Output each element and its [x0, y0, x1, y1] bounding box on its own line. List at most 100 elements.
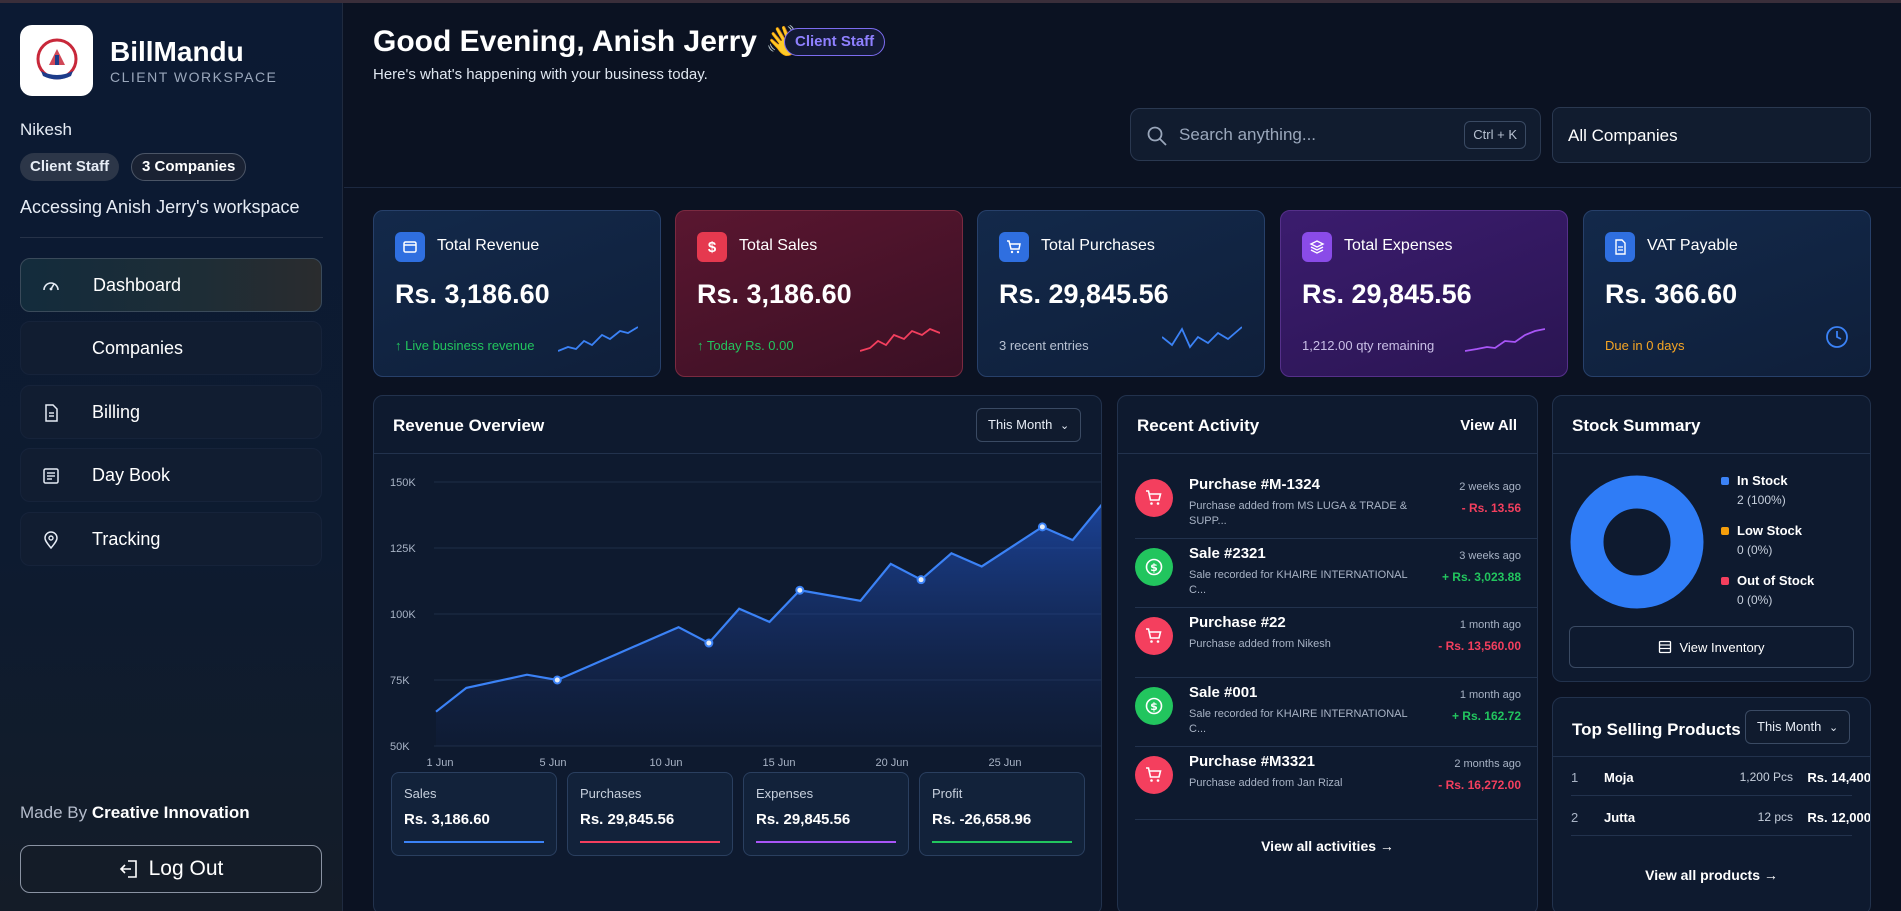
activity-item[interactable]: $ Sale #2321 Sale recorded for KHAIRE INTE… — [1135, 545, 1521, 614]
kpi-value: Rs. 29,845.56 — [999, 279, 1169, 309]
company-select[interactable]: All Companies — [1552, 107, 1871, 163]
chevron-down-icon: ⌄ — [1828, 722, 1839, 734]
activity-amount: - Rs. 16,272.00 — [1438, 778, 1521, 792]
companies-chip[interactable]: 3 Companies — [131, 153, 247, 181]
kpi-value: Rs. 366.60 — [1605, 279, 1738, 309]
activity-item[interactable]: Purchase #M-1324 Purchase added from MS L… — [1135, 476, 1521, 545]
x-tick-label: 15 Jun — [762, 757, 795, 769]
data-point[interactable] — [1037, 522, 1047, 532]
stat-label: Expenses — [756, 786, 814, 801]
legend-value: 2 (100%) — [1737, 493, 1786, 507]
sidebar-item-label: Day Book — [92, 465, 171, 485]
x-tick-label: 5 Jun — [540, 757, 567, 769]
kpi-total-purchases[interactable]: Total Purchases Rs. 29,845.56 3 recent e… — [977, 210, 1265, 377]
data-point[interactable] — [704, 638, 714, 648]
kpi-total-sales[interactable]: $ Total Sales Rs. 3,186.60 ↑ Today Rs. 0… — [675, 210, 963, 377]
product-qty: 12 pcs — [1757, 810, 1793, 824]
kpi-vat-payable[interactable]: VAT Payable Rs. 366.60 Due in 0 days — [1583, 210, 1871, 377]
product-row[interactable]: 2 Jutta 12 pcs Rs. 12,000 — [1571, 810, 1870, 850]
kpi-title: Total Purchases — [1041, 237, 1155, 254]
activity-item[interactable]: Purchase #22 Purchase added from Nikesh 1 … — [1135, 614, 1521, 683]
activity-time: 2 weeks ago — [1459, 481, 1521, 493]
x-tick-label: 20 Jun — [875, 757, 908, 769]
document-icon — [45, 404, 58, 422]
recent-activity-panel: Recent Activity View All Purchase #M-132… — [1117, 395, 1538, 911]
product-qty: 1,200 Pcs — [1739, 770, 1793, 784]
stat-value: Rs. 29,845.56 — [756, 811, 851, 828]
activity-description: Sale recorded for KHAIRE INTERNATIONAL C… — [1189, 708, 1408, 735]
activity-divider — [1135, 819, 1537, 820]
period-select-label: This Month — [988, 417, 1053, 432]
list-icon — [43, 468, 59, 484]
y-tick-label: 125K — [390, 543, 416, 555]
wallet-icon — [395, 232, 425, 262]
view-inventory-button[interactable]: View Inventory — [1569, 626, 1854, 668]
stat-bar — [932, 841, 1072, 843]
product-row[interactable]: 1 Moja 1,200 Pcs Rs. 14,400 — [1571, 770, 1871, 810]
cart-icon — [1135, 479, 1173, 517]
stat-bar — [756, 841, 896, 843]
activity-description: Sale recorded for KHAIRE INTERNATIONAL C… — [1189, 569, 1408, 596]
stat-label: Profit — [932, 786, 963, 801]
made-by-name: Creative Innovation — [91, 803, 250, 822]
activity-time: 2 months ago — [1454, 758, 1521, 770]
brand-name: BillMandu — [110, 36, 244, 67]
sidebar-item-billing[interactable]: Billing — [20, 385, 322, 439]
activity-divider — [1135, 677, 1537, 678]
activity-divider — [1135, 538, 1537, 539]
stock-donut-chart — [1570, 475, 1704, 609]
sidebar: BillMandu CLIENT WORKSPACE Nikesh Client… — [0, 3, 343, 911]
y-tick-label: 100K — [390, 609, 416, 621]
revenue-chart: 150K 125K 100K 75K 50K 1 Jun 5 Jun 10 Jun 15 Jun… — [390, 477, 1101, 769]
activity-title: Purchase #M3321 — [1189, 753, 1315, 770]
product-name: Moja — [1604, 770, 1634, 785]
sidebar-item-day-book[interactable]: Day Book — [20, 448, 322, 502]
activity-item[interactable]: $ Sale #001 Sale recorded for KHAIRE INTER… — [1135, 684, 1521, 753]
data-point[interactable] — [552, 675, 562, 685]
sparkline — [1465, 328, 1545, 352]
dollar-icon: $ — [1135, 548, 1173, 586]
kpi-title: VAT Payable — [1647, 237, 1738, 254]
dollar-icon: $ — [1135, 687, 1173, 725]
view-all-link[interactable]: View All — [1460, 417, 1517, 434]
dollar-icon: $ — [697, 232, 727, 262]
sparkline — [558, 326, 638, 352]
row-divider — [1571, 795, 1852, 796]
panel-divider — [1553, 756, 1870, 757]
sidebar-item-dashboard[interactable]: Dashboard — [20, 258, 322, 312]
kpi-value: Rs. 29,845.56 — [1302, 279, 1472, 309]
search-input[interactable]: Search anything... Ctrl + K — [1130, 108, 1541, 161]
activity-item[interactable]: Purchase #M3321 Purchase added from Jan R… — [1135, 753, 1521, 822]
role-chip: Client Staff — [20, 153, 120, 181]
svg-text:$: $ — [1150, 700, 1158, 713]
kpi-total-expenses[interactable]: Total Expenses Rs. 29,845.56 1,212.00 qt… — [1280, 210, 1568, 377]
period-select[interactable]: This Month ⌄ — [976, 408, 1082, 442]
view-all-activities-link[interactable]: View all activities → — [1261, 838, 1394, 854]
kpi-total-revenue[interactable]: Total Revenue Rs. 3,186.60 ↑ Live busine… — [373, 210, 661, 377]
kpi-footnote: Due in 0 days — [1605, 338, 1685, 353]
sidebar-item-companies[interactable]: Companies — [20, 321, 322, 375]
sparkline — [860, 327, 940, 352]
stat-profit: Profit Rs. -26,658.96 — [919, 772, 1085, 856]
period-select[interactable]: This Month ⌄ — [1745, 710, 1851, 744]
y-tick-label: 150K — [390, 477, 416, 489]
stat-expenses: Expenses Rs. 29,845.56 — [743, 772, 909, 856]
data-point[interactable] — [795, 585, 805, 595]
cart-icon — [999, 232, 1029, 262]
sidebar-item-label: Dashboard — [93, 275, 182, 295]
sidebar-item-label: Tracking — [92, 529, 161, 549]
header-divider — [344, 187, 1901, 188]
activity-time: 1 month ago — [1459, 619, 1521, 631]
brand-logo[interactable] — [20, 25, 93, 96]
made-by-credit: Made By Creative Innovation — [20, 803, 250, 823]
kpi-value: Rs. 3,186.60 — [395, 279, 550, 309]
logout-button[interactable]: Log Out — [20, 845, 322, 893]
view-all-products-link[interactable]: View all products → — [1645, 867, 1778, 883]
inventory-icon — [1659, 640, 1672, 654]
activity-time: 3 weeks ago — [1459, 550, 1521, 562]
panel-divider — [1118, 453, 1537, 454]
product-amount: Rs. 14,400 — [1807, 770, 1871, 785]
sidebar-item-tracking[interactable]: Tracking — [20, 512, 322, 566]
legend-swatch — [1721, 577, 1729, 585]
data-point[interactable] — [916, 575, 926, 585]
